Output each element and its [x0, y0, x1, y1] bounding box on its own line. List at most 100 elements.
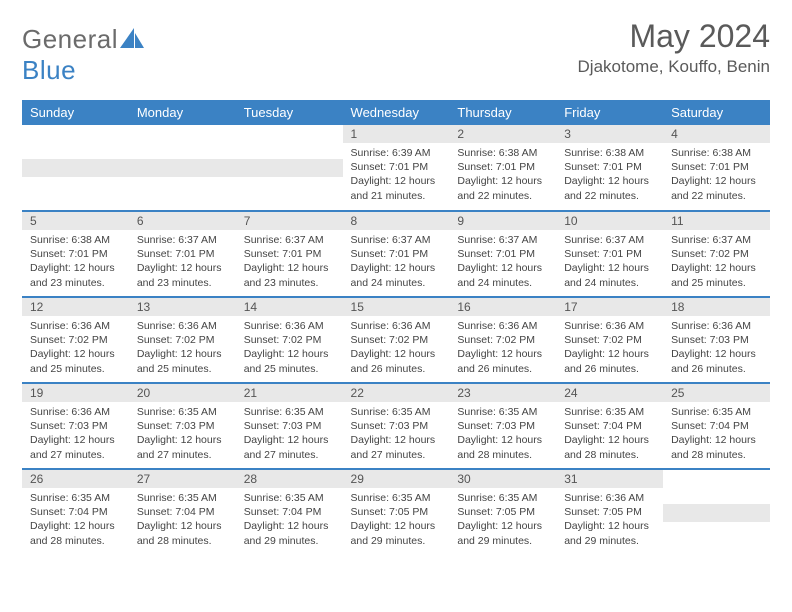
day-number: 23 — [449, 384, 556, 402]
day-number: 30 — [449, 470, 556, 488]
day-cell-17: 17Sunrise: 6:36 AMSunset: 7:02 PMDayligh… — [556, 297, 663, 383]
day-number: 11 — [663, 212, 770, 230]
day-number: 28 — [236, 470, 343, 488]
day-number: 26 — [22, 470, 129, 488]
day-cell-8: 8Sunrise: 6:37 AMSunset: 7:01 PMDaylight… — [343, 211, 450, 297]
day-cell-25: 25Sunrise: 6:35 AMSunset: 7:04 PMDayligh… — [663, 383, 770, 469]
day-number: 4 — [663, 125, 770, 143]
day-info: Sunrise: 6:35 AMSunset: 7:03 PMDaylight:… — [129, 402, 236, 467]
day-cell-24: 24Sunrise: 6:35 AMSunset: 7:04 PMDayligh… — [556, 383, 663, 469]
day-cell-1: 1Sunrise: 6:39 AMSunset: 7:01 PMDaylight… — [343, 125, 450, 211]
day-info: Sunrise: 6:37 AMSunset: 7:01 PMDaylight:… — [129, 230, 236, 295]
day-number: 14 — [236, 298, 343, 316]
day-info: Sunrise: 6:37 AMSunset: 7:02 PMDaylight:… — [663, 230, 770, 295]
location: Djakotome, Kouffo, Benin — [578, 57, 770, 77]
day-cell-27: 27Sunrise: 6:35 AMSunset: 7:04 PMDayligh… — [129, 469, 236, 555]
weekday-sunday: Sunday — [22, 100, 129, 125]
day-number: 7 — [236, 212, 343, 230]
day-cell-14: 14Sunrise: 6:36 AMSunset: 7:02 PMDayligh… — [236, 297, 343, 383]
day-number: 19 — [22, 384, 129, 402]
day-info: Sunrise: 6:38 AMSunset: 7:01 PMDaylight:… — [22, 230, 129, 295]
day-info: Sunrise: 6:35 AMSunset: 7:04 PMDaylight:… — [22, 488, 129, 553]
day-cell-7: 7Sunrise: 6:37 AMSunset: 7:01 PMDaylight… — [236, 211, 343, 297]
day-number: 27 — [129, 470, 236, 488]
day-number: 6 — [129, 212, 236, 230]
empty-cell — [236, 125, 343, 211]
day-info: Sunrise: 6:35 AMSunset: 7:05 PMDaylight:… — [343, 488, 450, 553]
day-info: Sunrise: 6:37 AMSunset: 7:01 PMDaylight:… — [556, 230, 663, 295]
empty-cell — [663, 469, 770, 555]
calendar-row: 26Sunrise: 6:35 AMSunset: 7:04 PMDayligh… — [22, 469, 770, 555]
day-cell-15: 15Sunrise: 6:36 AMSunset: 7:02 PMDayligh… — [343, 297, 450, 383]
day-number: 20 — [129, 384, 236, 402]
day-number: 8 — [343, 212, 450, 230]
day-info: Sunrise: 6:35 AMSunset: 7:04 PMDaylight:… — [129, 488, 236, 553]
day-cell-2: 2Sunrise: 6:38 AMSunset: 7:01 PMDaylight… — [449, 125, 556, 211]
logo-word-general: General — [22, 24, 118, 54]
weekday-wednesday: Wednesday — [343, 100, 450, 125]
day-cell-19: 19Sunrise: 6:36 AMSunset: 7:03 PMDayligh… — [22, 383, 129, 469]
day-number: 17 — [556, 298, 663, 316]
day-cell-31: 31Sunrise: 6:36 AMSunset: 7:05 PMDayligh… — [556, 469, 663, 555]
header: General Blue May 2024 Djakotome, Kouffo,… — [22, 18, 770, 86]
weekday-header-row: SundayMondayTuesdayWednesdayThursdayFrid… — [22, 100, 770, 125]
day-info: Sunrise: 6:35 AMSunset: 7:04 PMDaylight:… — [663, 402, 770, 467]
calendar-body: 1Sunrise: 6:39 AMSunset: 7:01 PMDaylight… — [22, 125, 770, 555]
day-info: Sunrise: 6:35 AMSunset: 7:03 PMDaylight:… — [449, 402, 556, 467]
day-info: Sunrise: 6:36 AMSunset: 7:02 PMDaylight:… — [129, 316, 236, 381]
day-number: 12 — [22, 298, 129, 316]
day-cell-22: 22Sunrise: 6:35 AMSunset: 7:03 PMDayligh… — [343, 383, 450, 469]
day-info: Sunrise: 6:35 AMSunset: 7:04 PMDaylight:… — [556, 402, 663, 467]
day-cell-9: 9Sunrise: 6:37 AMSunset: 7:01 PMDaylight… — [449, 211, 556, 297]
day-number: 21 — [236, 384, 343, 402]
day-info: Sunrise: 6:36 AMSunset: 7:02 PMDaylight:… — [343, 316, 450, 381]
day-info: Sunrise: 6:36 AMSunset: 7:03 PMDaylight:… — [663, 316, 770, 381]
day-info: Sunrise: 6:36 AMSunset: 7:02 PMDaylight:… — [22, 316, 129, 381]
day-cell-12: 12Sunrise: 6:36 AMSunset: 7:02 PMDayligh… — [22, 297, 129, 383]
day-number: 24 — [556, 384, 663, 402]
day-info: Sunrise: 6:38 AMSunset: 7:01 PMDaylight:… — [556, 143, 663, 208]
day-cell-4: 4Sunrise: 6:38 AMSunset: 7:01 PMDaylight… — [663, 125, 770, 211]
logo-word-blue: Blue — [22, 55, 76, 85]
day-number: 31 — [556, 470, 663, 488]
day-cell-20: 20Sunrise: 6:35 AMSunset: 7:03 PMDayligh… — [129, 383, 236, 469]
calendar-row: 1Sunrise: 6:39 AMSunset: 7:01 PMDaylight… — [22, 125, 770, 211]
day-cell-16: 16Sunrise: 6:36 AMSunset: 7:02 PMDayligh… — [449, 297, 556, 383]
empty-cell — [129, 125, 236, 211]
day-info: Sunrise: 6:36 AMSunset: 7:02 PMDaylight:… — [449, 316, 556, 381]
calendar-row: 5Sunrise: 6:38 AMSunset: 7:01 PMDaylight… — [22, 211, 770, 297]
day-info: Sunrise: 6:36 AMSunset: 7:05 PMDaylight:… — [556, 488, 663, 553]
title-block: May 2024 Djakotome, Kouffo, Benin — [578, 18, 770, 77]
day-info: Sunrise: 6:37 AMSunset: 7:01 PMDaylight:… — [449, 230, 556, 295]
day-cell-5: 5Sunrise: 6:38 AMSunset: 7:01 PMDaylight… — [22, 211, 129, 297]
day-cell-30: 30Sunrise: 6:35 AMSunset: 7:05 PMDayligh… — [449, 469, 556, 555]
day-number: 22 — [343, 384, 450, 402]
day-number: 13 — [129, 298, 236, 316]
day-info: Sunrise: 6:35 AMSunset: 7:03 PMDaylight:… — [236, 402, 343, 467]
day-info: Sunrise: 6:39 AMSunset: 7:01 PMDaylight:… — [343, 143, 450, 208]
calendar-row: 12Sunrise: 6:36 AMSunset: 7:02 PMDayligh… — [22, 297, 770, 383]
weekday-friday: Friday — [556, 100, 663, 125]
weekday-thursday: Thursday — [449, 100, 556, 125]
weekday-tuesday: Tuesday — [236, 100, 343, 125]
day-info: Sunrise: 6:35 AMSunset: 7:03 PMDaylight:… — [343, 402, 450, 467]
day-number: 15 — [343, 298, 450, 316]
day-number: 10 — [556, 212, 663, 230]
day-number: 1 — [343, 125, 450, 143]
day-cell-26: 26Sunrise: 6:35 AMSunset: 7:04 PMDayligh… — [22, 469, 129, 555]
day-cell-10: 10Sunrise: 6:37 AMSunset: 7:01 PMDayligh… — [556, 211, 663, 297]
logo: General Blue — [22, 24, 144, 86]
calendar-row: 19Sunrise: 6:36 AMSunset: 7:03 PMDayligh… — [22, 383, 770, 469]
empty-cell — [22, 125, 129, 211]
day-cell-3: 3Sunrise: 6:38 AMSunset: 7:01 PMDaylight… — [556, 125, 663, 211]
logo-sail-icon — [120, 28, 144, 48]
weekday-monday: Monday — [129, 100, 236, 125]
day-cell-11: 11Sunrise: 6:37 AMSunset: 7:02 PMDayligh… — [663, 211, 770, 297]
day-number: 9 — [449, 212, 556, 230]
day-number: 29 — [343, 470, 450, 488]
day-cell-28: 28Sunrise: 6:35 AMSunset: 7:04 PMDayligh… — [236, 469, 343, 555]
logo-text: General Blue — [22, 24, 144, 86]
day-info: Sunrise: 6:36 AMSunset: 7:02 PMDaylight:… — [556, 316, 663, 381]
day-number: 16 — [449, 298, 556, 316]
day-info: Sunrise: 6:36 AMSunset: 7:02 PMDaylight:… — [236, 316, 343, 381]
